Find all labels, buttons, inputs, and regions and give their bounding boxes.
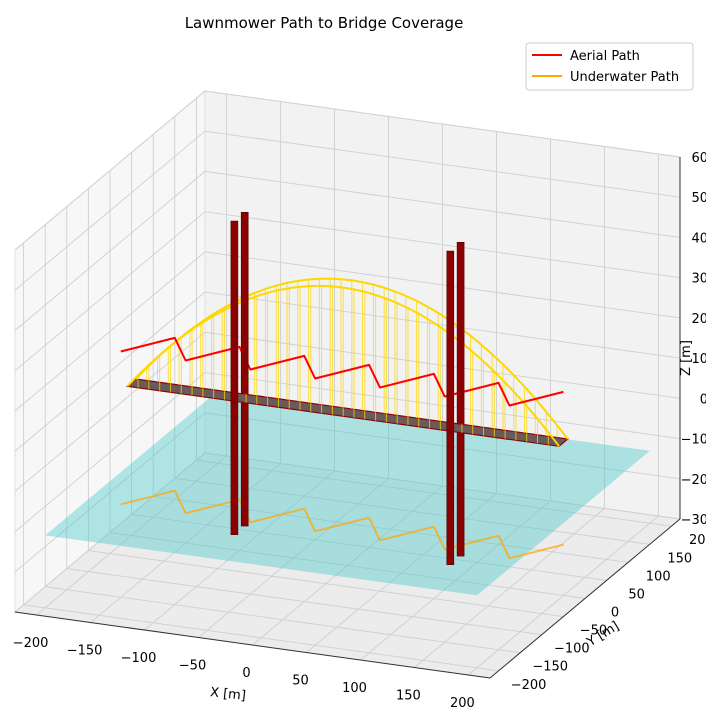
bridge-tower-upper-3 xyxy=(456,242,465,424)
gridline-z xyxy=(14,251,681,412)
legend-box xyxy=(525,42,694,91)
y-tick-label: −150 xyxy=(532,660,568,675)
x-tick-label: 100 xyxy=(342,681,367,696)
gridline-z xyxy=(14,130,681,291)
x-tick-label: −100 xyxy=(121,651,157,666)
bridge-tower-upper-0 xyxy=(230,220,239,403)
y-tick-label: 0 xyxy=(611,606,619,621)
plot-scene xyxy=(45,212,650,596)
x-axis-label: X [m] xyxy=(209,685,246,704)
aerial-path-line xyxy=(120,336,564,407)
bridge-tower-lower-0 xyxy=(230,401,239,536)
gridline-z xyxy=(14,211,681,372)
bridge-arch-0 xyxy=(126,284,560,447)
gridline-z xyxy=(14,170,681,331)
gridline-z xyxy=(14,372,681,532)
z-tick-label: 60 xyxy=(691,151,706,166)
z-axis-label: Z [m] xyxy=(679,340,694,376)
z-tick-label: 0 xyxy=(700,392,706,407)
z-tick-label: −10 xyxy=(681,433,706,448)
x-tick-label: 200 xyxy=(450,696,475,711)
z-tick-label: 50 xyxy=(691,191,706,206)
bridge-tower-lower-3 xyxy=(456,422,465,557)
y-tick-label: −100 xyxy=(554,642,590,657)
bridge-tower-upper-1 xyxy=(240,212,249,394)
gridline-z xyxy=(14,331,681,492)
gridline-z xyxy=(14,452,681,613)
water-surface xyxy=(45,390,650,596)
z-tick-label: 10 xyxy=(691,352,706,367)
x-tick-label: −50 xyxy=(179,659,206,674)
x-axis-line xyxy=(14,611,491,679)
gridline-z xyxy=(14,291,681,452)
y-tick-label: 100 xyxy=(646,569,671,584)
z-tick-label: −20 xyxy=(681,473,706,488)
gridline-z xyxy=(14,90,681,251)
z-tick-label: 20 xyxy=(691,312,706,327)
y-tick-label: −200 xyxy=(511,678,547,693)
y-tick-label: −50 xyxy=(580,624,607,639)
gridline-z xyxy=(14,412,681,573)
x-tick-label: −200 xyxy=(13,636,49,651)
underwater-path-line xyxy=(120,489,564,560)
y-tick-label: 150 xyxy=(667,551,692,566)
x-tick-label: −150 xyxy=(67,644,103,659)
y-tick-label: 200 xyxy=(689,533,706,548)
tick-labels: −200 −150 −100 −50 0 50 100 150 200−200−150−100−… xyxy=(13,151,706,711)
gridlines xyxy=(14,90,681,679)
chart-title: Lawnmower Path to Bridge Coverage xyxy=(185,14,464,32)
bridge-arch-1 xyxy=(135,277,569,440)
bridge-tower-upper-2 xyxy=(446,250,455,433)
z-tick-label: 40 xyxy=(691,231,706,246)
bridge-tower-lower-1 xyxy=(240,392,249,527)
x-tick-label: 0 xyxy=(242,666,250,681)
bridge-tower-lower-2 xyxy=(446,431,455,566)
x-tick-label: 50 xyxy=(292,674,309,689)
legend-label-underwater: Underwater Path xyxy=(570,70,679,85)
z-tick-label: 30 xyxy=(691,272,706,287)
x-tick-label: 150 xyxy=(396,689,421,704)
y-tick-label: 50 xyxy=(628,587,645,602)
z-tick-label: −30 xyxy=(681,513,706,528)
legend-label-aerial: Aerial Path xyxy=(570,49,640,64)
y-axis-line xyxy=(489,518,681,679)
legend: Aerial Path Underwater Path xyxy=(525,42,694,91)
